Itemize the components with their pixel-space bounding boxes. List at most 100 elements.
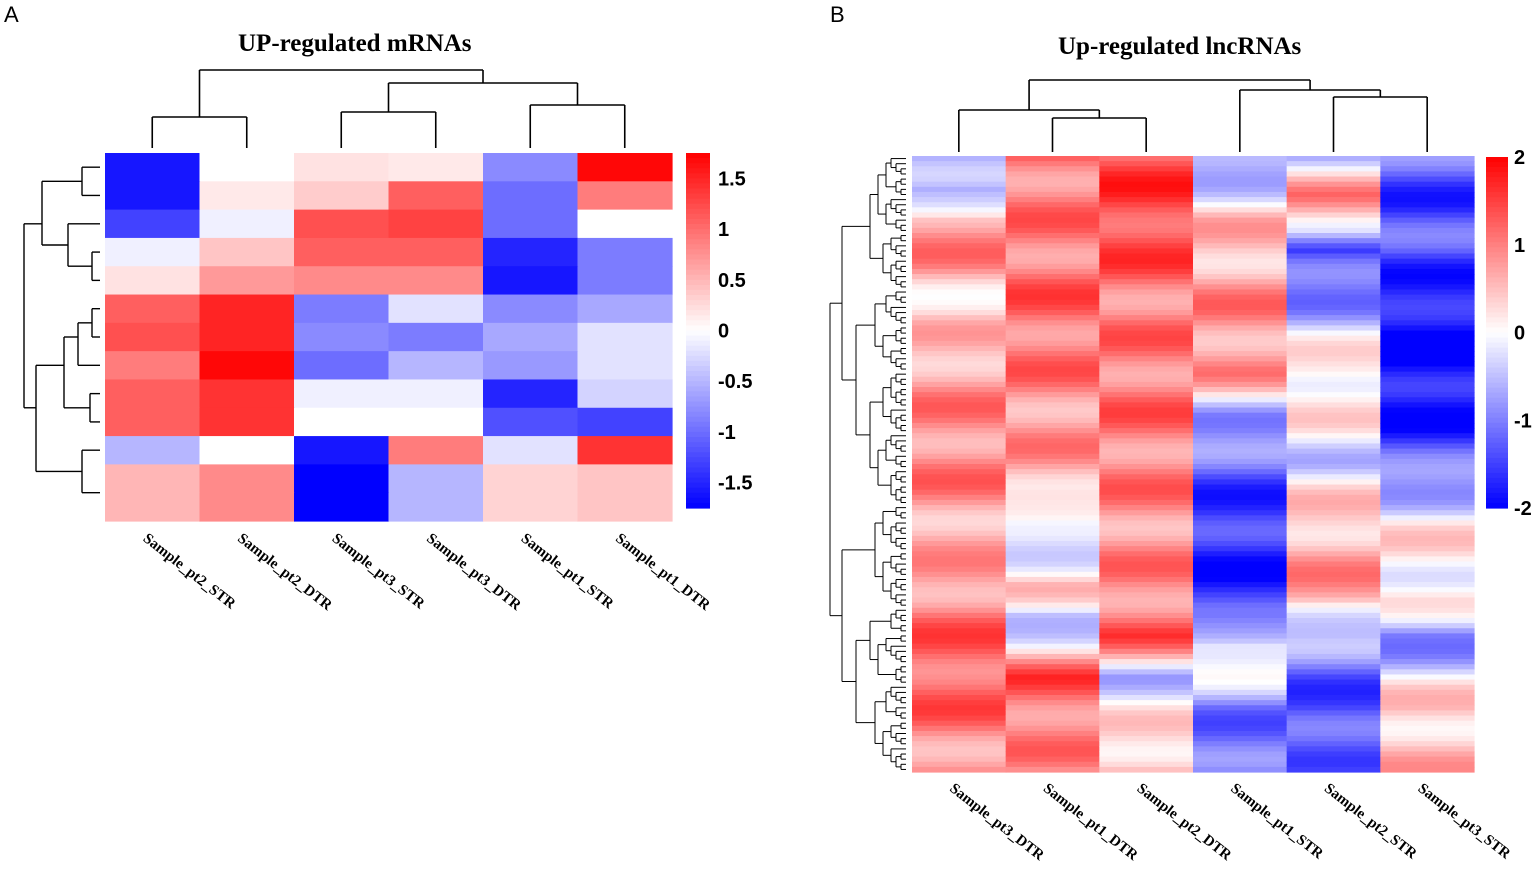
heatmap-b-cell xyxy=(1286,263,1381,270)
heatmap-b-cell xyxy=(1380,422,1475,429)
heatmap-b-column-label: Sample_pt2_STR xyxy=(1321,781,1420,863)
heatmap-b-cell xyxy=(1099,274,1194,280)
colorbar-b-segment xyxy=(1486,207,1508,213)
heatmap-a-cell xyxy=(483,153,579,182)
heatmap-b-cell xyxy=(1380,212,1475,219)
heatmap-b-cell xyxy=(1193,191,1288,198)
colorbar-b-segment xyxy=(1486,452,1508,459)
heatmap-b-cell xyxy=(1099,212,1194,219)
heatmap-b-cell xyxy=(1005,489,1100,496)
heatmap-b-cell xyxy=(1099,191,1194,198)
heatmap-b-cell xyxy=(1193,335,1288,342)
heatmap-b-cell xyxy=(1005,371,1100,378)
heatmap-b-cell xyxy=(1286,607,1381,614)
heatmap-b-cell xyxy=(1005,443,1100,450)
heatmap-b-cell xyxy=(1099,679,1194,686)
colorbar-a-segment xyxy=(686,264,710,271)
heatmap-b-cell xyxy=(912,176,1007,183)
heatmap-a-cell xyxy=(294,266,390,296)
heatmap-a-cell xyxy=(105,436,201,465)
colorbar-a-segment xyxy=(686,452,710,458)
heatmap-a-column-label: Sample_pt2_DTR xyxy=(234,531,335,615)
heatmap-b-cell xyxy=(1099,587,1194,593)
colorbar-b-segment xyxy=(1486,282,1508,288)
heatmap-b-cell xyxy=(1193,582,1288,588)
heatmap-b-cell xyxy=(1005,736,1100,742)
colorbar-b-segment xyxy=(1486,227,1508,233)
colorbar-b-segment xyxy=(1486,502,1508,509)
heatmap-b-cell xyxy=(1380,525,1475,532)
heatmap-b-cell xyxy=(1380,669,1475,676)
heatmap-b-cell xyxy=(1380,340,1475,347)
heatmap-b-cell xyxy=(912,541,1007,547)
colorbar-a-segment xyxy=(686,218,710,225)
heatmap-b-cell xyxy=(1380,279,1475,285)
heatmap-b-cell xyxy=(912,602,1007,609)
heatmap-b-cell xyxy=(1005,248,1100,255)
heatmap-b-cell xyxy=(1286,710,1381,717)
heatmap-b-cell xyxy=(1286,489,1381,496)
heatmap-b-cell xyxy=(1380,628,1475,634)
heatmap-b-cell xyxy=(1286,212,1381,219)
colorbar-a-segment xyxy=(686,350,710,357)
heatmap-a-cell xyxy=(105,492,201,522)
heatmap-b-cell xyxy=(1380,325,1475,332)
heatmap-b-cell xyxy=(1286,679,1381,686)
heatmap-b-cell xyxy=(1380,381,1475,388)
heatmap-b-cell xyxy=(1193,161,1288,167)
colorbar-b-segment xyxy=(1486,407,1508,414)
heatmap-b-cell xyxy=(912,387,1007,393)
heatmap-b-cell xyxy=(1286,653,1381,660)
heatmap-b-cell xyxy=(1193,366,1288,373)
heatmap-a-column-label: Sample_pt3_DTR xyxy=(423,531,524,615)
heatmap-b-cell xyxy=(1286,238,1381,244)
heatmap-b-cell xyxy=(1005,766,1100,773)
heatmap-b-cell xyxy=(1286,438,1381,445)
heatmap-a-cell xyxy=(388,153,484,182)
heatmap-b-cell xyxy=(1193,422,1288,429)
heatmap-b-cell xyxy=(1380,566,1475,573)
colorbar-a-segment xyxy=(686,259,710,266)
heatmap-b-cell xyxy=(1380,284,1475,291)
heatmap-b-cell xyxy=(1099,320,1194,326)
heatmap-b-cell xyxy=(1193,597,1288,604)
heatmap-b-cell xyxy=(1380,515,1475,522)
colorbar-b-segment xyxy=(1486,342,1508,349)
heatmap-b-cell xyxy=(1099,520,1194,527)
colorbar-b-segment xyxy=(1486,357,1508,364)
heatmap-b-cell xyxy=(1099,156,1194,162)
colorbar-b-segment xyxy=(1486,322,1508,329)
colorbar-b-segment xyxy=(1486,362,1508,369)
heatmap-b-cell xyxy=(1005,289,1100,296)
heatmap-b-cell xyxy=(1193,515,1288,522)
heatmap-b-cell xyxy=(1005,279,1100,285)
heatmap-b-cell xyxy=(1099,612,1194,619)
heatmap-b-cell xyxy=(1193,612,1288,619)
heatmap-b-cell xyxy=(1005,689,1100,696)
heatmap-b-cell xyxy=(1005,407,1100,414)
heatmap-a-cell xyxy=(388,294,484,324)
colorbar-a-segment xyxy=(686,163,710,169)
heatmap-b-cell xyxy=(1099,556,1194,563)
heatmap-b-cell xyxy=(912,756,1007,763)
heatmap-b-cell xyxy=(1099,602,1194,609)
heatmap-a-cell xyxy=(199,464,295,494)
heatmap-b-cell xyxy=(1286,453,1381,460)
heatmap-b-cell xyxy=(1193,720,1288,727)
colorbar-a-segment xyxy=(686,442,710,448)
heatmap-b-cell xyxy=(1099,428,1194,434)
heatmap-b-cell xyxy=(1099,741,1194,747)
heatmap-b-cell xyxy=(1099,233,1194,239)
heatmap-b-cell xyxy=(912,433,1007,439)
heatmap-b-cell xyxy=(1193,428,1288,434)
colorbar-b-segment xyxy=(1486,482,1508,489)
colorbar-a-segment xyxy=(686,401,710,408)
heatmap-b-cell xyxy=(1193,741,1288,747)
heatmap-b-cell xyxy=(1193,464,1288,470)
heatmap-b-cell xyxy=(1380,402,1475,409)
heatmap-b-cell xyxy=(1380,489,1475,496)
heatmap-b-cell xyxy=(1193,479,1288,486)
heatmap-b-cell xyxy=(1099,458,1194,465)
heatmap-b-cell xyxy=(1193,376,1288,383)
heatmap-b-cell xyxy=(1005,551,1100,557)
